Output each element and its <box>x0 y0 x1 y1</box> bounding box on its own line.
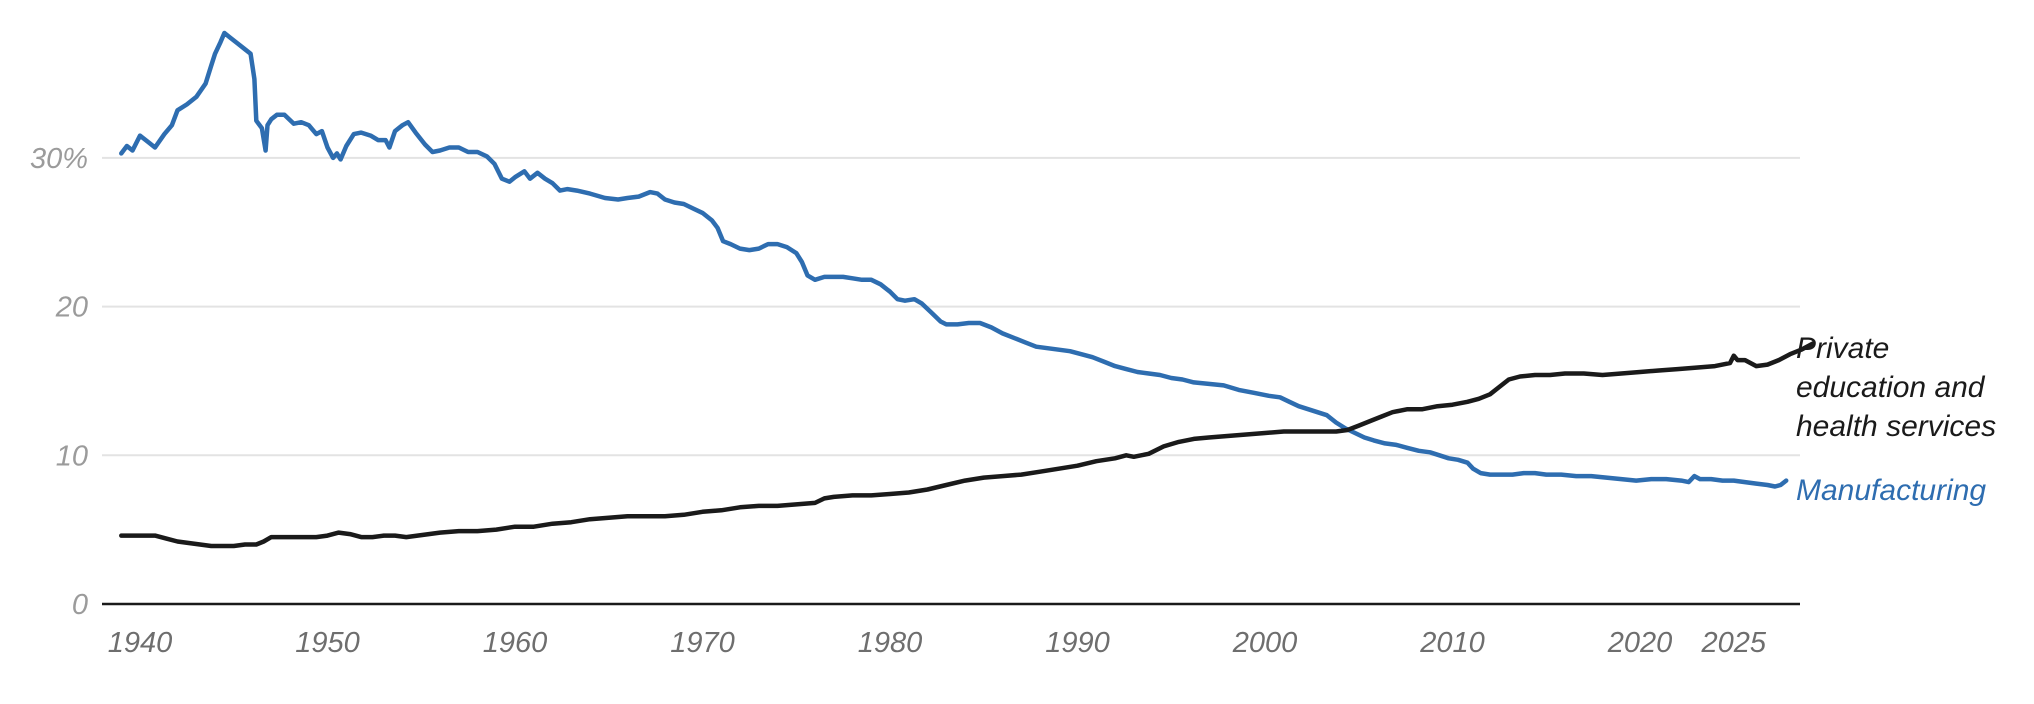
y-tick-label: 10 <box>56 440 88 472</box>
series-label-line: Private <box>1796 332 1889 365</box>
series-label-line: health services <box>1796 410 1996 443</box>
y-tick-label: 20 <box>55 292 88 324</box>
series-label-private-education-health: Private education and health services <box>1796 332 1996 443</box>
series-labels: Manufacturing Private education and health … <box>1796 332 1996 507</box>
x-tick-label: 1990 <box>1045 627 1110 659</box>
y-axis-tick-labels: 0 10 20 30% <box>30 143 88 621</box>
y-tick-label: 30% <box>30 143 88 175</box>
x-tick-label: 2025 <box>1700 627 1766 659</box>
x-tick-label: 1980 <box>858 627 923 659</box>
x-tick-label: 2010 <box>1419 627 1485 659</box>
series-label-manufacturing: Manufacturing <box>1796 474 1986 507</box>
x-axis-tick-labels: 1940 1950 1960 1970 1980 1990 2000 2010 2020 2025 <box>108 627 1767 659</box>
grid-lines <box>102 156 1800 457</box>
series-line-manufacturing <box>119 30 1789 489</box>
series-label-line: Manufacturing <box>1796 474 1986 507</box>
x-tick-label: 1950 <box>295 627 360 659</box>
x-tick-label: 1960 <box>483 627 548 659</box>
x-tick-label: 1940 <box>108 627 173 659</box>
series-label-line: education and <box>1796 371 1986 404</box>
x-tick-label: 2000 <box>1232 627 1298 659</box>
x-tick-label: 1970 <box>670 627 735 659</box>
y-tick-label: 0 <box>72 589 88 621</box>
series-lines <box>119 30 1815 549</box>
series-line-private-education-health <box>119 341 1815 549</box>
x-tick-label: 2020 <box>1607 627 1673 659</box>
